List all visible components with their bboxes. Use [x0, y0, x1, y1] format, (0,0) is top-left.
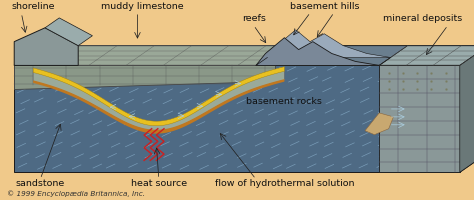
Text: flow of hydrothermal solution: flow of hydrothermal solution: [215, 179, 354, 188]
Text: sandstone: sandstone: [16, 179, 65, 188]
Polygon shape: [379, 46, 474, 65]
Polygon shape: [256, 38, 379, 65]
Polygon shape: [14, 46, 303, 65]
Text: mineral deposits: mineral deposits: [383, 14, 462, 23]
Polygon shape: [14, 65, 460, 172]
Polygon shape: [365, 113, 393, 135]
Text: heat source: heat source: [131, 179, 187, 188]
Text: © 1999 Encyclopædia Britannica, Inc.: © 1999 Encyclopædia Britannica, Inc.: [7, 190, 145, 197]
Polygon shape: [33, 79, 284, 134]
Polygon shape: [14, 46, 474, 65]
Polygon shape: [379, 65, 460, 172]
Polygon shape: [460, 46, 474, 172]
Text: reefs: reefs: [242, 14, 265, 23]
Polygon shape: [14, 28, 78, 65]
Polygon shape: [460, 46, 474, 172]
Text: basement hills: basement hills: [290, 2, 359, 11]
Text: muddy limestone: muddy limestone: [101, 2, 183, 11]
Text: shoreline: shoreline: [12, 2, 55, 11]
Polygon shape: [45, 18, 92, 46]
Polygon shape: [267, 30, 391, 57]
Polygon shape: [33, 67, 284, 126]
Polygon shape: [14, 65, 275, 89]
Text: basement rocks: basement rocks: [246, 97, 322, 106]
Polygon shape: [33, 70, 284, 131]
